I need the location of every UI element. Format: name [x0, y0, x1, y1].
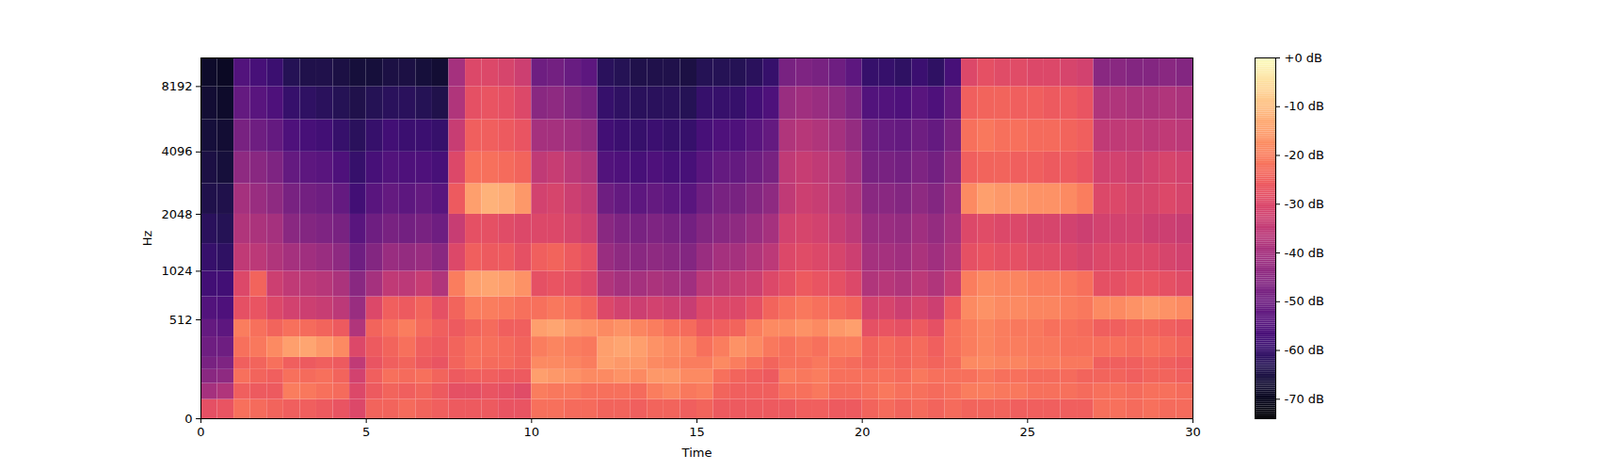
svg-text:512: 512: [169, 312, 193, 327]
svg-text:10: 10: [524, 424, 541, 439]
svg-text:20: 20: [854, 424, 871, 439]
svg-text:5: 5: [362, 424, 370, 439]
svg-text:2048: 2048: [160, 207, 192, 222]
svg-text:-40 dB: -40 dB: [1284, 245, 1326, 260]
svg-text:-60 dB: -60 dB: [1284, 342, 1326, 357]
svg-text:Hz: Hz: [140, 230, 155, 247]
svg-text:0: 0: [184, 411, 192, 426]
svg-text:1024: 1024: [160, 263, 192, 278]
svg-text:30: 30: [1184, 424, 1201, 439]
svg-text:-10 dB: -10 dB: [1284, 98, 1326, 113]
svg-text:25: 25: [1020, 424, 1037, 439]
svg-text:0: 0: [196, 424, 205, 439]
svg-text:-50 dB: -50 dB: [1284, 293, 1326, 308]
svg-text:15: 15: [688, 424, 705, 439]
svg-text:-20 dB: -20 dB: [1284, 147, 1326, 162]
svg-text:Time: Time: [681, 445, 713, 460]
svg-text:+0 dB: +0 dB: [1284, 50, 1323, 65]
svg-text:-70 dB: -70 dB: [1284, 391, 1326, 406]
svg-text:8192: 8192: [160, 79, 192, 94]
svg-text:4096: 4096: [160, 144, 192, 159]
svg-text:-30 dB: -30 dB: [1284, 196, 1326, 211]
